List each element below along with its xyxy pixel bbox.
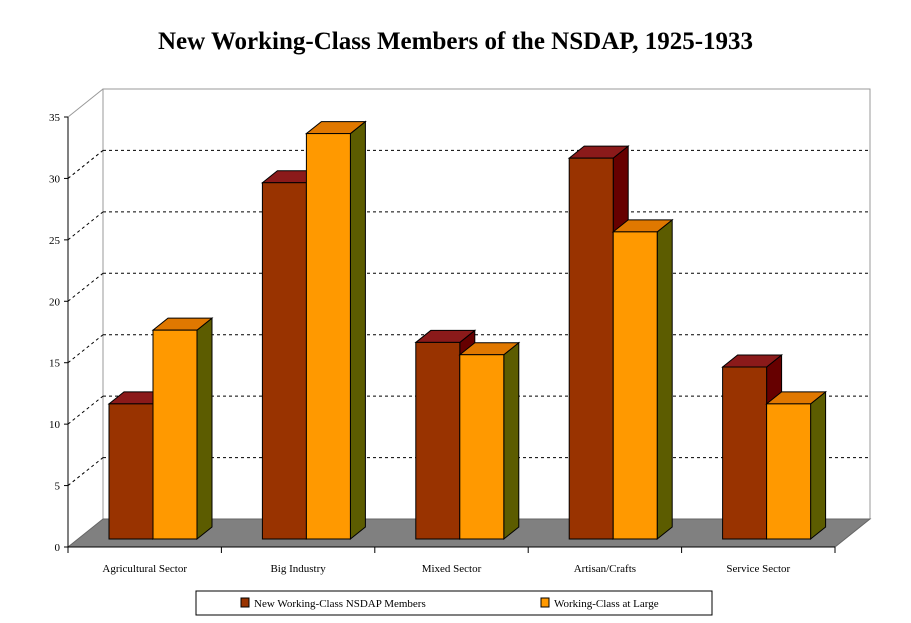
bar-side — [656, 218, 673, 541]
bar-at-large — [305, 133, 351, 540]
bar-side — [503, 341, 520, 541]
y-tick-label: 15 — [49, 358, 61, 370]
gridline-side — [67, 150, 104, 179]
x-tick-label: Artisan/Crafts — [574, 563, 636, 575]
bar-at-large — [766, 403, 812, 540]
chart-title: New Working-Class Members of the NSDAP, … — [157, 28, 754, 55]
gridline-side — [67, 211, 104, 241]
legend-label: Working-Class at Large — [554, 598, 659, 610]
x-tick-label: Mixed Sector — [422, 563, 482, 575]
bar-nsdap — [108, 403, 154, 540]
gridline-side — [67, 272, 104, 302]
x-tick-label: Big Industry — [270, 563, 326, 575]
bar-at-large — [152, 329, 198, 540]
bar-side — [196, 317, 213, 541]
bar-nsdap — [415, 341, 461, 540]
y-tick-label: 0 — [55, 542, 61, 554]
gridline-side — [67, 395, 104, 425]
bar-nsdap — [722, 366, 768, 540]
bar-at-large — [612, 231, 658, 540]
bar-side — [810, 390, 827, 541]
bar-side — [349, 120, 366, 541]
y-tick-label: 25 — [49, 235, 61, 247]
y-tick-label: 30 — [49, 173, 61, 185]
gridline-side — [67, 334, 104, 364]
legend-swatch — [240, 597, 250, 608]
legend-label: New Working-Class NSDAP Members — [254, 598, 426, 610]
legend — [195, 590, 713, 616]
bar-nsdap — [568, 157, 614, 540]
y-tick-label: 5 — [55, 481, 61, 493]
x-tick-label: Agricultural Sector — [102, 563, 187, 575]
bar-at-large — [459, 354, 505, 540]
y-tick-label: 10 — [49, 419, 61, 431]
gridline-side — [67, 457, 104, 486]
y-tick-label: 35 — [49, 112, 61, 124]
bar-nsdap — [261, 182, 307, 540]
x-tick-label: Service Sector — [726, 563, 790, 575]
side-wall-edge — [67, 88, 104, 118]
y-tick-label: 20 — [49, 296, 61, 308]
legend-swatch — [540, 597, 550, 608]
